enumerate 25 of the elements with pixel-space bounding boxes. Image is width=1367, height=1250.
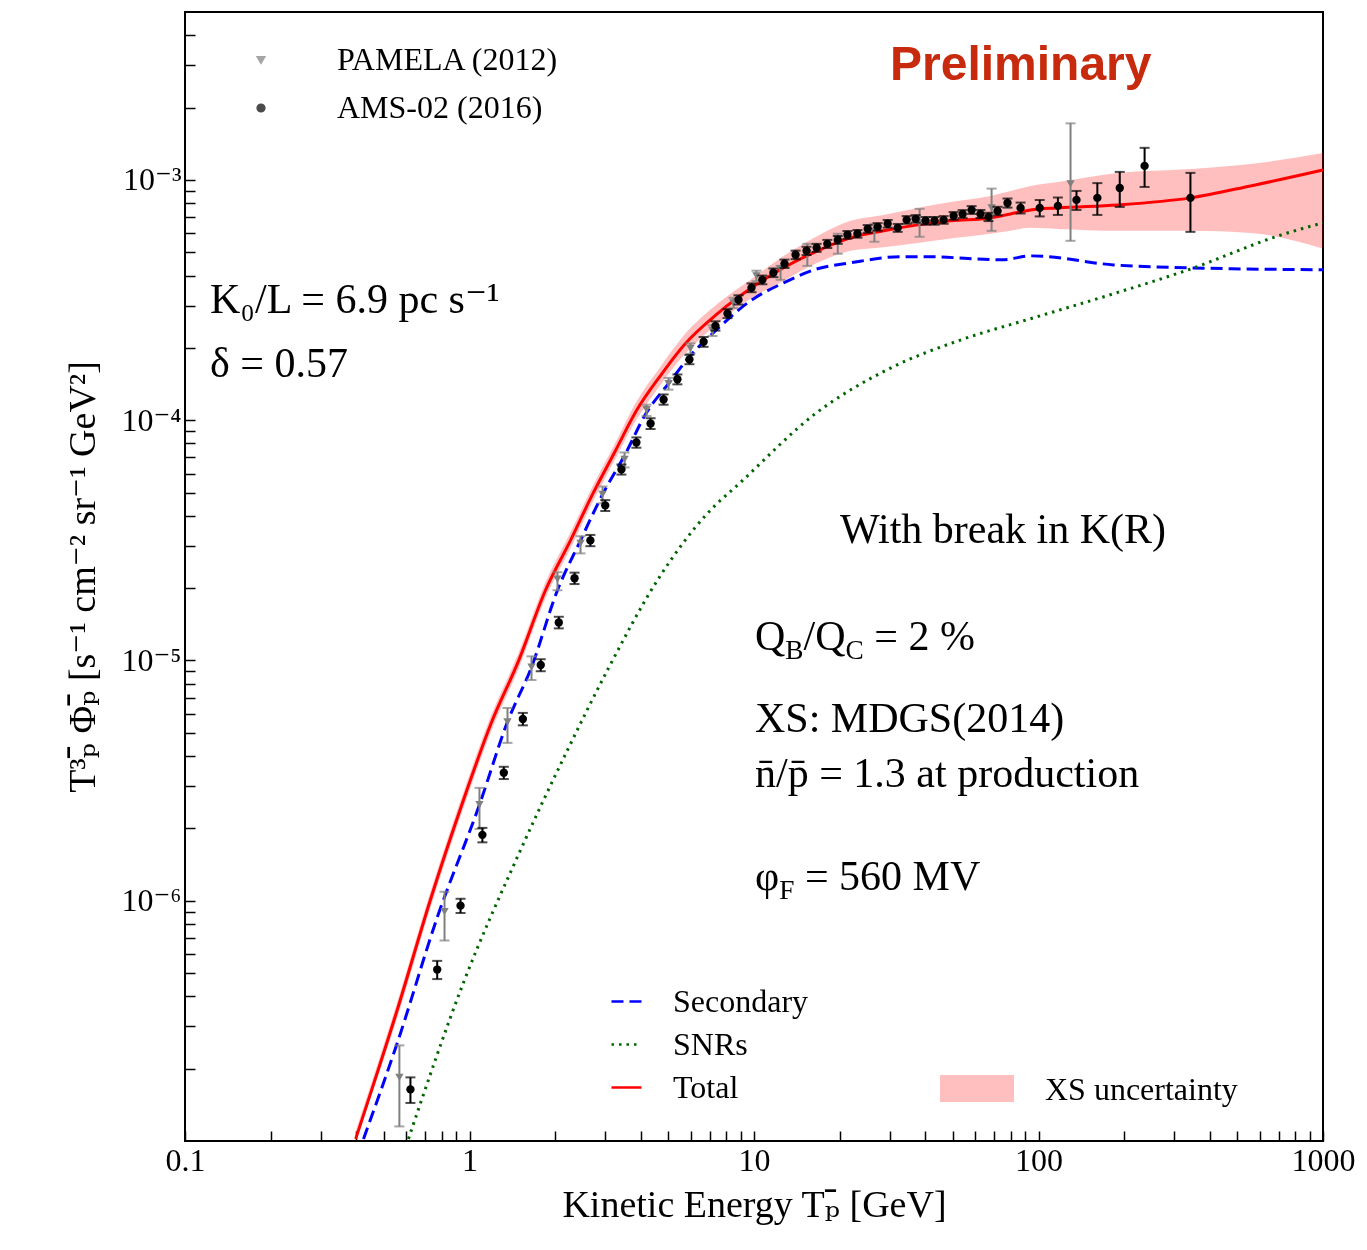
annotation: φ$_{F}$ = 560 MV [755,853,981,906]
x-tick-label: 100 [1015,1141,1063,1178]
x-tick-label: 1000 [1291,1141,1356,1178]
x-tick-label: 0.1 [165,1141,206,1178]
legend-label: Secondary [673,982,809,1019]
annotation: XS uncertainty [1045,1071,1238,1107]
annotation: Q$_{B}$/Q$_{C}$ = 2 % [755,613,975,666]
legend-label: AMS-02 (2016) [337,89,543,125]
legend-label: PAMELA (2012) [337,41,558,77]
y-axis-title: T³ₚ̄ Φₚ̄ [s⁻¹ cm⁻² sr⁻¹ GeV²] [61,361,104,793]
y-tick-label: 10⁻⁶ [121,882,182,919]
x-tick-label: 1 [462,1141,478,1178]
annotation: With break in K(R) [840,506,1167,552]
annotation: n̄/p̄ = 1.3 at production [755,750,1140,796]
annotation: Preliminary [890,37,1152,90]
y-tick-label: 10⁻⁴ [121,401,182,438]
y-tick-label: 10⁻⁵ [121,641,182,678]
legend-label: SNRs [673,1025,748,1062]
legend-label: Total [673,1068,739,1105]
annotation: δ = 0.57 [210,340,348,386]
annotation: XS: MDGS(2014) [755,695,1065,741]
annotation: K₀/L = 6.9 pc s⁻¹ [210,276,500,322]
x-axis-title: Kinetic Energy Tₚ̄ [GeV] [562,1182,947,1225]
x-tick-label: 10 [738,1141,771,1178]
y-tick-label: 10⁻³ [123,161,182,198]
